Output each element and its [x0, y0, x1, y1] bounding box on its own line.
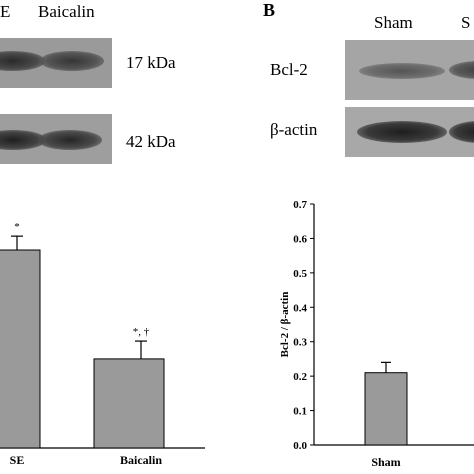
category-label-b-1: Sham — [371, 455, 400, 469]
panel-letter-b: B — [263, 0, 276, 20]
category-label-a-1: SE — [10, 453, 25, 467]
y-tick-label-b: 0.4 — [293, 302, 307, 314]
blot-size-42kda: 42 kDa — [126, 132, 176, 151]
bar-a-2 — [93, 358, 165, 449]
y-tick-label-b: 0.1 — [293, 406, 307, 418]
y-tick-label-b: 0.3 — [293, 337, 307, 349]
blot-size-17kda: 17 kDa — [126, 53, 176, 72]
lane-header-baicalin: Baicalin — [38, 2, 95, 21]
western-blot-a-top — [0, 38, 112, 88]
y-tick-label-b: 0.2 — [293, 371, 307, 383]
lane-header-s: S — [461, 13, 471, 32]
y-tick-label-b: 0.6 — [293, 233, 307, 245]
blot-label-beta-actin: β-actin — [270, 120, 318, 139]
y-tick-label-b: 0.7 — [293, 199, 307, 211]
western-blot-a-bottom — [0, 114, 112, 164]
lane-header-sham: Sham — [374, 13, 413, 32]
y-tick-label-b: 0.0 — [293, 440, 307, 452]
western-blot-b-top — [345, 40, 474, 100]
western-blot-b-bottom — [345, 107, 474, 157]
bar-chart-a: * SE *, † Baicalin — [0, 221, 205, 467]
annotation-a-2: *, † — [133, 326, 150, 338]
category-label-a-2: Baicalin — [120, 453, 162, 467]
lane-header-se: E — [0, 2, 11, 21]
bar-chart-b: 0.0 0.1 0.2 0.3 0.4 0.5 0.6 0.7 Bcl-2 / β-actin S… — [279, 199, 474, 469]
y-axis-title-b: Bcl-2 / β-actin — [279, 292, 291, 358]
y-tick-label-b: 0.5 — [293, 268, 307, 280]
blot-label-bcl2: Bcl-2 — [270, 60, 308, 79]
annotation-a-1: * — [14, 221, 20, 233]
bar-a-1 — [0, 249, 41, 449]
bar-b-1 — [364, 372, 408, 446]
